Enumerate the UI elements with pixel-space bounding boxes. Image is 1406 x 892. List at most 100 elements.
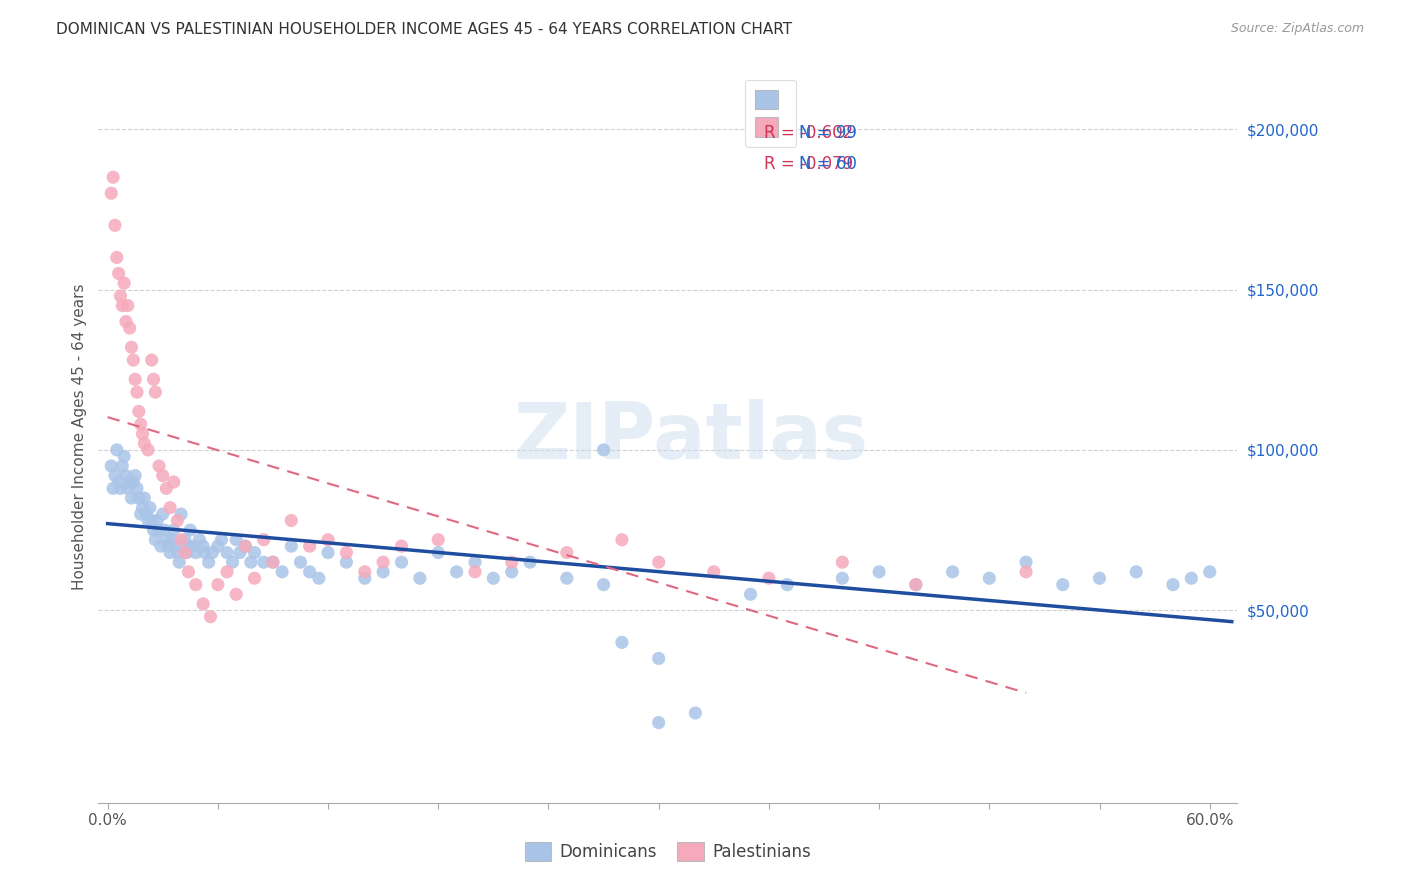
Point (148, 523, 170, 537)
Point (170, 507, 193, 521)
Point (104, 468, 127, 483)
Point (163, 523, 186, 537)
Point (519, 555, 541, 569)
Point (110, 289, 132, 303)
Point (145, 385, 167, 400)
Text: N = 99: N = 99 (799, 124, 856, 143)
Point (703, 565, 725, 579)
Text: ZIPatlas: ZIPatlas (513, 399, 868, 475)
Point (215, 565, 238, 579)
Point (271, 565, 294, 579)
Point (647, 555, 669, 569)
Point (125, 482, 148, 496)
Point (1088, 571, 1111, 585)
Point (464, 555, 486, 569)
Text: R = -0.602: R = -0.602 (763, 124, 853, 143)
Point (125, 385, 148, 400)
Point (904, 577, 927, 591)
Point (141, 514, 163, 528)
Point (776, 577, 799, 591)
Point (152, 507, 174, 521)
Point (115, 315, 138, 329)
Point (101, 170, 124, 185)
Point (129, 417, 152, 432)
Point (166, 545, 188, 559)
Point (225, 587, 247, 601)
Point (211, 533, 233, 547)
Point (165, 539, 187, 553)
Point (157, 539, 180, 553)
Point (427, 533, 450, 547)
Point (391, 555, 413, 569)
Point (868, 565, 890, 579)
Point (107, 475, 129, 489)
Point (262, 555, 284, 569)
Point (207, 539, 229, 553)
Point (159, 545, 181, 559)
Point (555, 545, 578, 559)
Point (371, 565, 394, 579)
Point (104, 219, 127, 233)
Point (135, 507, 157, 521)
Point (464, 565, 486, 579)
Point (592, 577, 614, 591)
Point (173, 533, 195, 547)
Point (145, 533, 167, 547)
Point (685, 706, 707, 720)
Point (239, 555, 262, 569)
Point (391, 539, 413, 553)
Point (335, 555, 357, 569)
Point (221, 555, 243, 569)
Point (1198, 565, 1220, 579)
Point (200, 609, 222, 624)
Point (128, 404, 150, 418)
Point (167, 555, 190, 569)
Point (105, 442, 128, 457)
Point (353, 571, 375, 585)
Point (159, 500, 181, 515)
Point (118, 321, 141, 335)
Point (298, 539, 321, 553)
Point (979, 571, 1001, 585)
Point (1052, 577, 1074, 591)
Point (191, 539, 214, 553)
Point (153, 523, 176, 537)
Text: DOMINICAN VS PALESTINIAN HOUSEHOLDER INCOME AGES 45 - 64 YEARS CORRELATION CHART: DOMINICAN VS PALESTINIAN HOUSEHOLDER INC… (56, 22, 793, 37)
Point (148, 458, 170, 473)
Point (610, 635, 633, 649)
Point (136, 514, 159, 528)
Point (201, 545, 224, 559)
Point (166, 514, 188, 528)
Point (207, 577, 229, 591)
Point (112, 450, 135, 464)
Point (1180, 571, 1202, 585)
Point (131, 426, 153, 441)
Point (316, 545, 339, 559)
Point (831, 555, 853, 569)
Point (427, 545, 450, 559)
Point (152, 468, 174, 483)
Point (134, 491, 156, 505)
Point (1161, 577, 1184, 591)
Point (1015, 565, 1038, 579)
Point (501, 565, 523, 579)
Point (131, 500, 153, 515)
Point (121, 340, 143, 354)
Point (160, 533, 183, 547)
Point (225, 533, 247, 547)
Point (173, 545, 195, 559)
Point (142, 372, 165, 386)
Point (243, 545, 266, 559)
Point (139, 500, 162, 515)
Point (136, 442, 159, 457)
Point (904, 577, 927, 591)
Point (128, 491, 150, 505)
Point (121, 491, 143, 505)
Point (647, 715, 669, 730)
Point (176, 545, 198, 559)
Point (290, 555, 312, 569)
Point (179, 523, 201, 537)
Point (124, 372, 146, 386)
Point (194, 545, 217, 559)
Point (1125, 565, 1147, 579)
